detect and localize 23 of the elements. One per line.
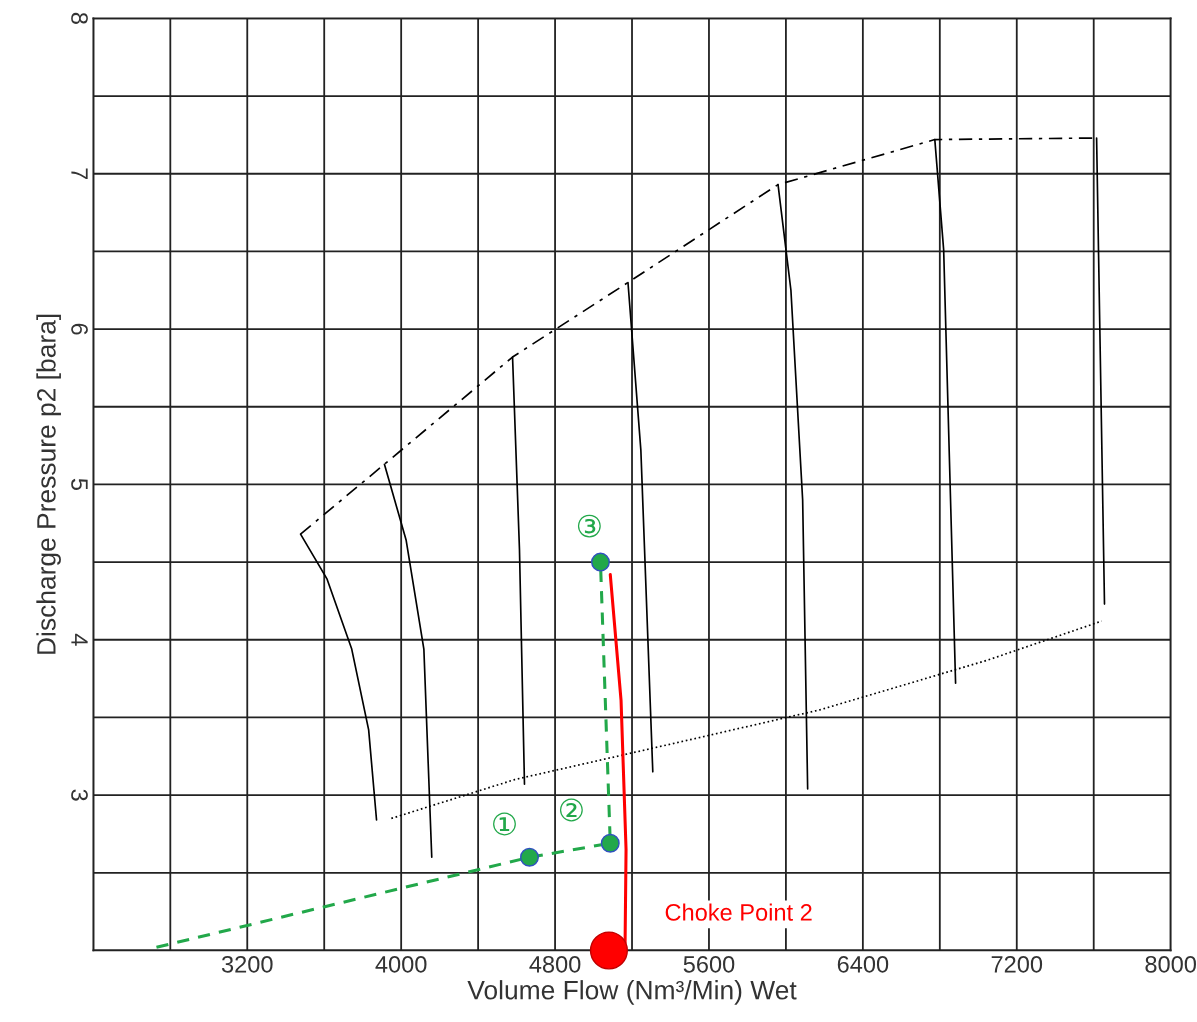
x-tick-label: 4000 xyxy=(375,955,427,973)
point xyxy=(589,931,628,970)
y-tick-label: 6 xyxy=(71,323,88,335)
point xyxy=(520,847,539,867)
y-tick-label: 3 xyxy=(71,789,88,801)
y-tick-label: 4 xyxy=(71,633,88,646)
annotation: Choke Point 2 xyxy=(665,903,812,921)
x-tick-label: 5600 xyxy=(683,955,735,973)
y-tick-label: 5 xyxy=(71,478,88,490)
y-tick-label: 8 xyxy=(71,12,88,24)
y-tick-label: 7 xyxy=(71,168,88,180)
x-tick-label: 7200 xyxy=(991,955,1043,973)
point xyxy=(600,833,620,853)
x-tick-label: 8000 xyxy=(1145,955,1197,973)
x-axis-title: Volume Flow (Nm³/Min) Wet xyxy=(467,980,797,1005)
x-tick-label: 4800 xyxy=(529,955,581,973)
y-axis-title: Discharge Pressure p2 [bara] xyxy=(36,314,61,654)
annotation: ② xyxy=(559,798,583,822)
annotation: ① xyxy=(493,812,516,836)
x-tick-label: 6400 xyxy=(837,955,889,973)
x-tick-label: 3200 xyxy=(221,955,273,973)
annotation: ③ xyxy=(577,514,601,538)
point xyxy=(590,552,610,572)
